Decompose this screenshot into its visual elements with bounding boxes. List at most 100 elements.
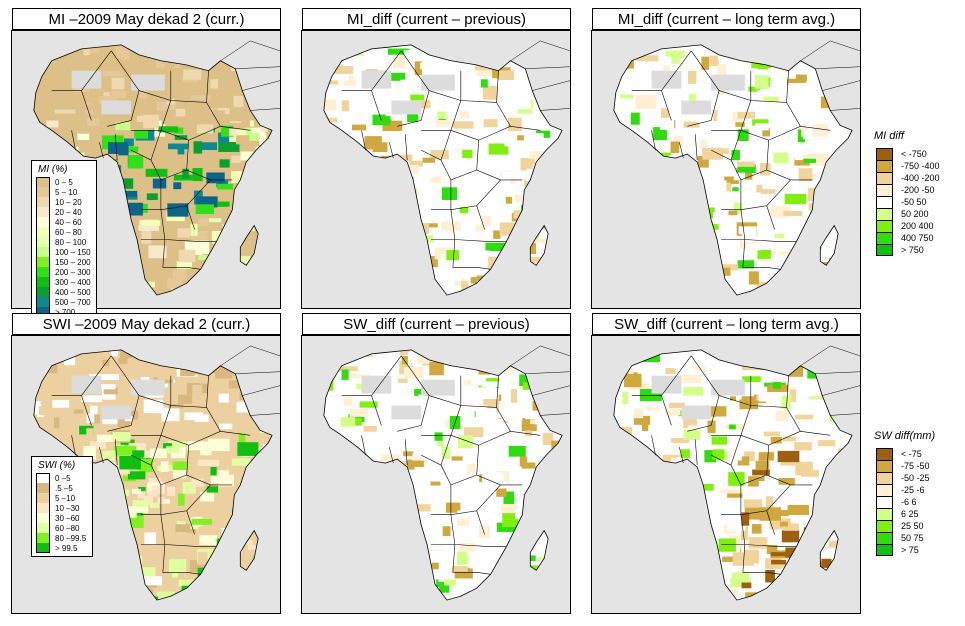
raster-cell: [362, 543, 376, 556]
raster-cell: [331, 291, 351, 296]
raster-cell: [724, 176, 739, 184]
raster-cell: [737, 129, 749, 142]
raster-cell: [715, 416, 736, 424]
raster-cell: [132, 450, 145, 458]
raster-cell: [451, 195, 469, 208]
raster-cell: [680, 375, 702, 384]
raster-cell: [551, 505, 563, 512]
raster-cell: [323, 99, 337, 111]
legend-swatch: [36, 207, 50, 217]
raster-cell: [175, 108, 186, 117]
raster-cell: [167, 383, 181, 397]
legend-swatch: [876, 196, 893, 208]
raster-cell: [346, 88, 362, 96]
raster-cell: [828, 130, 836, 137]
raster-cell: [682, 188, 702, 199]
raster-cell: [457, 518, 469, 527]
raster-cell: [755, 460, 770, 471]
raster-cell: [705, 546, 717, 558]
raster-cell: [351, 296, 358, 301]
raster-cell: [261, 567, 273, 578]
raster-cell: [742, 148, 760, 153]
raster-cell: [671, 166, 692, 176]
legend-swatch: [36, 503, 50, 513]
legend-swatch: [36, 523, 50, 533]
raster-cell: [323, 379, 334, 391]
legend-label: 500 – 700: [55, 297, 91, 307]
country-border: [114, 439, 118, 466]
raster-cell: [518, 555, 536, 562]
raster-cell: [732, 187, 739, 192]
raster-cell: [844, 187, 853, 197]
country-border: [532, 385, 570, 396]
raster-cell: [554, 144, 563, 156]
raster-cell: [490, 554, 511, 564]
legend-swatch: [36, 267, 50, 277]
raster-cell: [368, 102, 389, 115]
raster-cell: [548, 493, 563, 508]
raster-cell: [736, 74, 755, 80]
raster-cell: [474, 59, 496, 71]
raster-cell: [128, 443, 147, 452]
country-border: [687, 90, 720, 127]
raster-cell: [171, 572, 178, 578]
raster-cell: [325, 563, 347, 572]
legend-item: 200 400: [876, 220, 940, 232]
raster-cell: [183, 69, 202, 80]
raster-cell: [425, 586, 440, 598]
legend-label: 200 400: [901, 221, 934, 231]
raster-cell: [534, 578, 542, 584]
raster-cell: [514, 534, 527, 545]
raster-cell: [515, 574, 526, 581]
raster-cell: [419, 579, 434, 589]
raster-cell: [415, 235, 434, 243]
raster-cell: [762, 128, 770, 137]
raster-cell: [628, 596, 649, 601]
raster-cell: [387, 48, 410, 55]
raster-cell: [554, 238, 563, 246]
raster-cell: [841, 47, 853, 58]
raster-cell: [210, 77, 219, 89]
country-border: [822, 385, 860, 396]
raster-cell: [452, 121, 474, 129]
legend-item: 200 – 300: [36, 267, 92, 277]
raster-cell: [531, 85, 553, 94]
raster-cell: [480, 408, 497, 416]
raster-cell: [357, 499, 378, 506]
raster-cell: [193, 141, 203, 154]
raster-cell: [442, 526, 451, 537]
country-border: [150, 435, 187, 486]
raster-cell: [829, 72, 840, 79]
no-data-area: [361, 70, 392, 89]
raster-cell: [702, 147, 724, 160]
raster-cell: [747, 599, 756, 601]
legend-label: 60 – 80: [55, 227, 82, 237]
raster-cell: [521, 462, 536, 469]
raster-cell: [407, 459, 424, 470]
legend-item: 10 – 20: [36, 197, 92, 207]
raster-cell: [178, 249, 196, 263]
raster-cell: [246, 281, 253, 288]
raster-cell: [488, 353, 498, 365]
raster-cell: [542, 432, 554, 446]
legend-swatch: [36, 533, 50, 543]
raster-cell: [839, 377, 850, 390]
raster-cell: [772, 562, 793, 568]
raster-cell: [805, 51, 812, 65]
raster-cell: [191, 518, 213, 525]
raster-cell: [686, 565, 695, 577]
raster-cell: [111, 582, 133, 589]
raster-cell: [815, 420, 832, 432]
raster-cell: [373, 260, 388, 271]
raster-cell: [96, 243, 110, 255]
raster-cell: [547, 198, 563, 209]
raster-cell: [164, 94, 182, 100]
raster-cell: [73, 586, 81, 601]
raster-cell: [430, 149, 449, 160]
raster-cell: [242, 282, 250, 293]
raster-cell: [404, 551, 414, 560]
country-border: [341, 90, 382, 121]
raster-cell: [618, 132, 634, 142]
raster-cell: [824, 212, 845, 226]
legend-item: 0 –5: [36, 473, 88, 483]
